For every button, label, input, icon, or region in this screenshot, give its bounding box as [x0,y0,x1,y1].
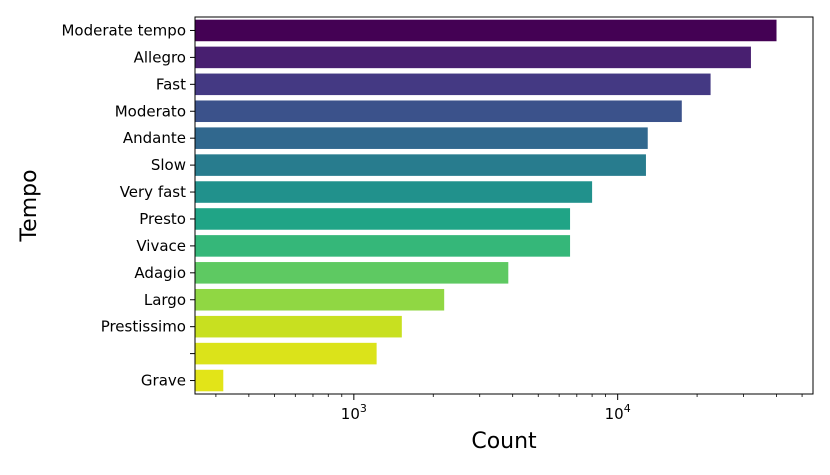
y-tick-label: Prestissimo [101,318,186,336]
y-ticks [190,29,195,382]
y-tick-label: Vivace [136,237,186,255]
y-tick-label: Presto [139,210,186,228]
bar [195,235,571,257]
bar [195,342,377,365]
y-tick-label: Moderato [115,102,186,120]
plot-frame [194,16,814,395]
y-tick-label: Very fast [120,183,186,201]
x-ticks: 103 104 [215,394,803,423]
bars-group [195,19,777,392]
bar [195,288,445,311]
bar [195,208,571,230]
y-tick-label: Slow [151,156,186,174]
y-tick-labels: Moderate tempo Allegro Fast Moderato Andante… [61,21,186,389]
bar [195,100,682,123]
y-axis-title: Tempo [17,169,42,242]
bar [195,181,593,203]
y-tick-label: Moderate tempo [61,21,186,39]
y-tick-label: Adagio [134,264,186,282]
x-axis-title: Count [471,429,537,454]
bar [195,369,224,392]
bar [195,46,751,69]
y-tick-label: Largo [144,291,186,309]
bar [195,154,646,176]
y-tick-label: Andante [123,129,186,147]
y-tick-label: Grave [141,372,186,390]
bar [195,315,402,338]
bar [195,19,777,42]
bar [195,262,509,284]
bar [195,127,648,149]
y-tick-label: Fast [156,75,186,93]
x-tick-label: 103 [341,402,367,423]
y-tick-label: Allegro [134,48,186,66]
bar [195,73,711,96]
x-tick-label: 104 [605,402,631,423]
